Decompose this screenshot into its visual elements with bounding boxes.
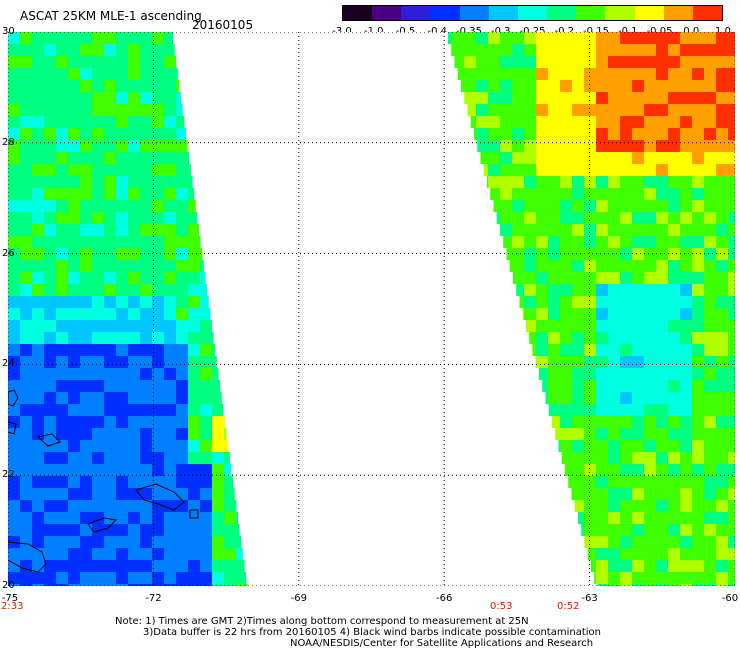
note-line-1: Note: 1) Times are GMT 2)Times along bot… [115,616,529,627]
note-line-3: NOAA/NESDIS/Center for Satellite Applica… [290,638,594,649]
lat-label: 22 [2,469,15,481]
coastline [8,389,199,573]
lon-label: -63 [581,593,598,604]
color-scale-bar [342,5,723,21]
lat-label: 26 [2,247,15,259]
product-date: 20160105 [192,18,254,32]
lon-label: -66 [436,593,453,604]
lon-label: -75 [1,593,19,604]
swath-west [8,32,248,586]
lat-label: 28 [2,136,15,148]
color-scale-label: 0.0 [683,26,700,37]
color-scale-label: -0.4 [427,26,448,37]
color-swatch [517,6,548,20]
color-swatch [605,6,635,20]
color-swatch [401,6,431,20]
color-scale-label: -0.5 [395,26,416,37]
color-swatch [430,6,460,20]
island-6 [189,509,199,519]
color-swatch [634,6,664,20]
color-scale-label: -0.05 [646,26,673,37]
lat-label: 30 [2,26,15,37]
lat-label: 20 [2,580,15,591]
island-5 [135,483,185,511]
color-swatch [488,6,518,20]
color-scale-label: 1.0 [715,26,731,37]
color-swatch [372,6,402,20]
lat-lon-grid [8,32,735,586]
note-line-2: 3)Data buffer is 22 hrs from 20160105 4)… [143,627,601,638]
color-swatch [663,6,693,20]
lon-label: -69 [290,593,307,604]
island-1 [8,389,19,407]
color-scale-label: -3.0 [332,26,352,37]
lon-label: -72 [145,593,162,604]
island-2 [36,433,61,447]
color-scale-label: -0.1 [617,26,638,37]
island-7 [8,421,17,435]
color-swatch [576,6,606,20]
island-4 [87,517,118,533]
map-plot [8,32,735,586]
lat-label: 24 [2,358,15,370]
color-swatch [547,6,577,20]
color-scale-label: -1.0 [363,26,384,37]
color-swatch [692,6,723,20]
pass-time-middle: 0:53 [490,601,513,612]
lon-label: -60 [721,593,739,604]
island-3 [8,541,47,573]
swath-east [448,32,735,586]
pass-time-west: 2:33 [1,601,24,612]
pass-time-east: 0:52 [557,601,580,612]
color-swatch [459,6,489,20]
color-swatch [343,6,373,20]
product-title: ASCAT 25KM MLE-1 ascending [20,9,202,23]
